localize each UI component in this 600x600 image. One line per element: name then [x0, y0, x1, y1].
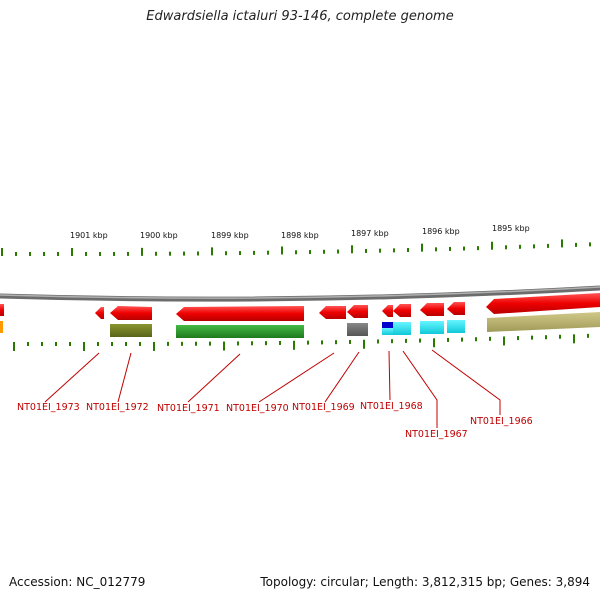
gene-arrow[interactable] [393, 304, 411, 317]
gene-arrow[interactable] [347, 305, 368, 318]
label-leaders [44, 349, 501, 428]
feature-box-cyan[interactable] [447, 320, 465, 333]
gene-arrow[interactable] [0, 304, 4, 316]
feature-track [0, 312, 600, 338]
position-label-1900: 1900 kbp [140, 231, 178, 240]
gene-arrow[interactable] [486, 293, 600, 314]
page-title: Edwardsiella ictaluri 93-146, complete g… [146, 9, 454, 24]
gene-arrow[interactable] [110, 306, 152, 320]
gene-label-nt01ei-1967[interactable]: NT01EI_1967 [405, 429, 468, 440]
genome-backbone [0, 285, 600, 302]
gene-label-nt01ei-1968[interactable]: NT01EI_1968 [360, 401, 423, 412]
gene-arrow[interactable] [319, 306, 346, 319]
gene-label-nt01ei-1969[interactable]: NT01EI_1969 [292, 402, 355, 413]
feature-box-cyan[interactable] [393, 322, 411, 335]
gene-track [0, 293, 600, 321]
position-label-1899: 1899 kbp [211, 231, 249, 240]
position-label-1896: 1896 kbp [422, 227, 460, 236]
gene-label-nt01ei-1972[interactable]: NT01EI_1972 [86, 402, 149, 413]
position-ticks-bottom [13, 333, 589, 351]
position-label-1901: 1901 kbp [70, 231, 108, 240]
feature-box-cyan[interactable] [382, 328, 393, 335]
gene-arrow[interactable] [420, 303, 444, 316]
gene-label-nt01ei-1966[interactable]: NT01EI_1966 [470, 416, 533, 427]
feature-box-olive[interactable] [110, 324, 152, 337]
gene-label-nt01ei-1971[interactable]: NT01EI_1971 [157, 403, 220, 414]
gene-arrow[interactable] [95, 307, 104, 319]
gene-arrow[interactable] [382, 305, 393, 317]
feature-box-blue[interactable] [382, 322, 393, 328]
gene-label-nt01ei-1973[interactable]: NT01EI_1973 [17, 402, 80, 413]
feature-box-khaki[interactable] [487, 312, 600, 332]
accession-label: Accession: NC_012779 [9, 575, 146, 589]
position-label-1898: 1898 kbp [281, 231, 319, 240]
position-label-1895: 1895 kbp [492, 224, 530, 233]
position-ticks-top [1, 239, 591, 256]
feature-box-orange[interactable] [0, 321, 3, 333]
genome-summary: Topology: circular; Length: 3,812,315 bp… [260, 575, 590, 589]
gene-arrow[interactable] [447, 302, 465, 315]
feature-box-cyan[interactable] [420, 321, 444, 334]
gene-label-nt01ei-1970[interactable]: NT01EI_1970 [226, 403, 289, 414]
gene-arrow[interactable] [176, 306, 304, 321]
feature-box-gray[interactable] [347, 323, 368, 336]
position-label-1897: 1897 kbp [351, 229, 389, 238]
feature-box-green[interactable] [176, 325, 304, 338]
